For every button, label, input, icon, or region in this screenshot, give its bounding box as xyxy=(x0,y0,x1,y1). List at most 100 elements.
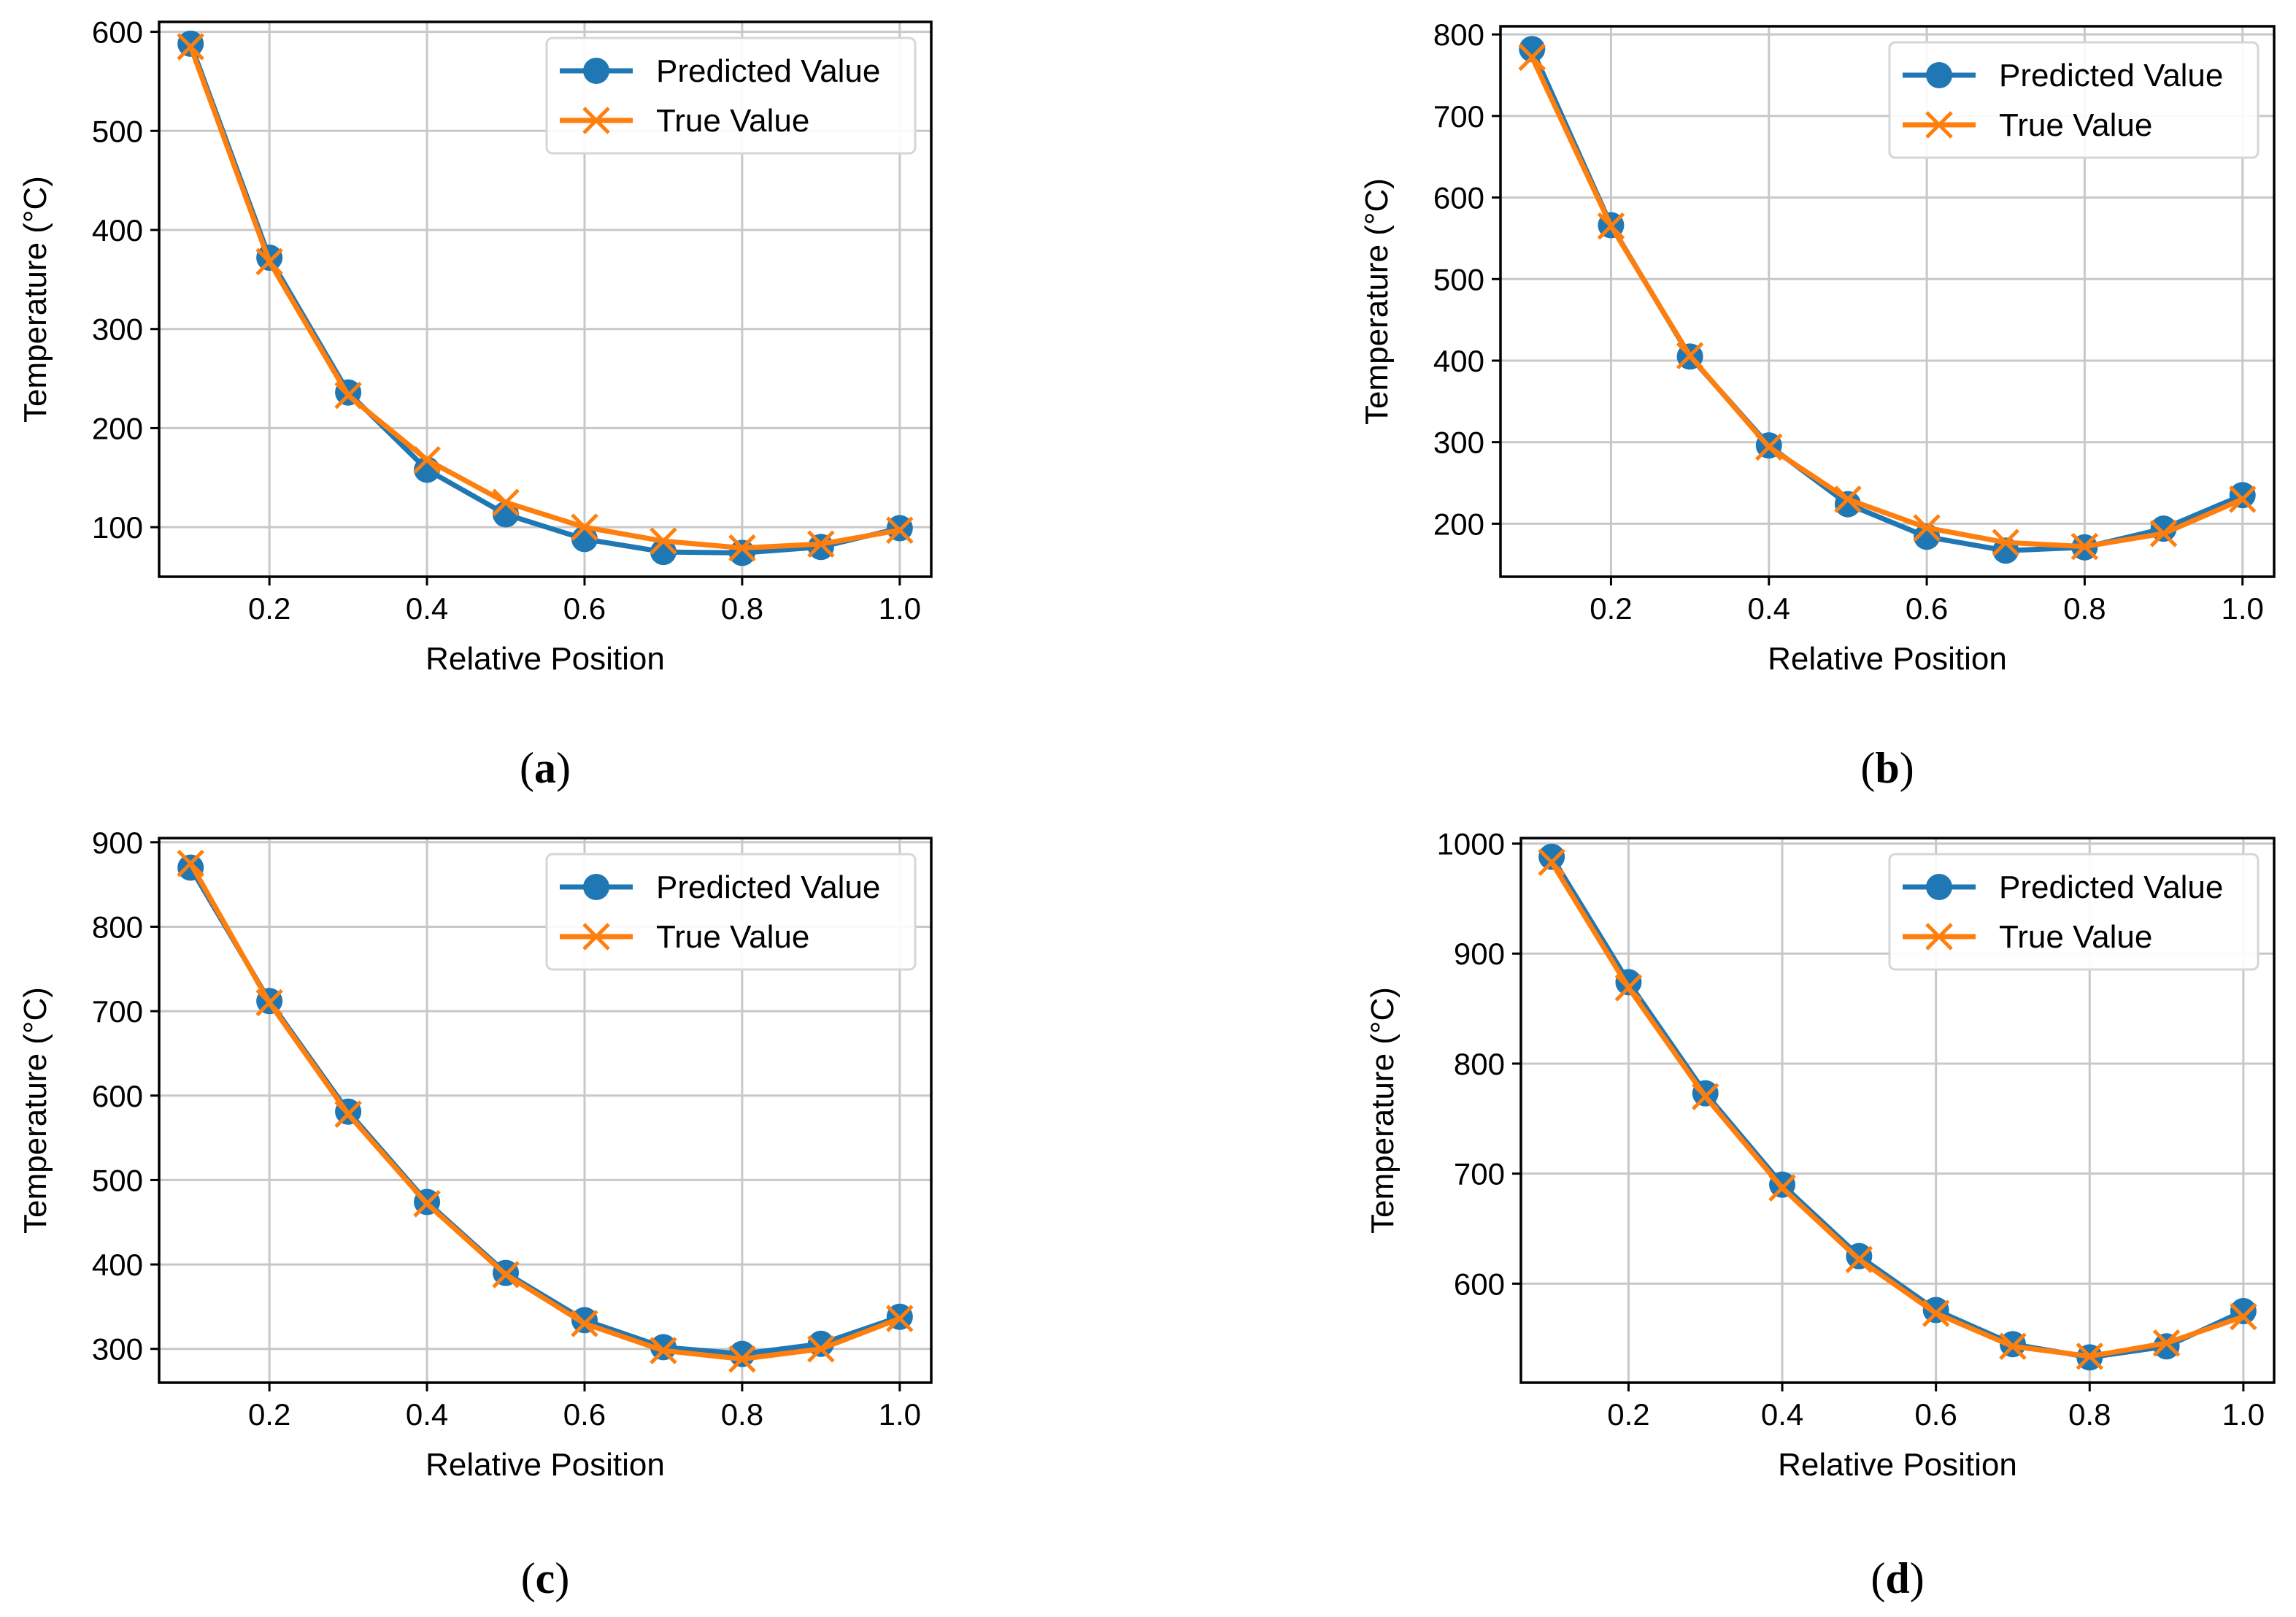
true-point xyxy=(1999,1332,2027,1361)
y-tick-label: 600 xyxy=(92,15,143,50)
x-tick-label: 0.6 xyxy=(1906,591,1948,626)
x-axis-label: Relative Position xyxy=(1768,641,2007,677)
x-tick-label: 0.6 xyxy=(563,1397,606,1432)
true-point xyxy=(2228,485,2257,513)
chart-panel-a: 0.2 0.4 0.6 0.8 1.0 100 200 300 400 500 600 Relativ… xyxy=(18,15,933,792)
panel-label: (c) xyxy=(521,1554,570,1602)
y-tick-label: 700 xyxy=(1454,1157,1505,1191)
y-tick-label: 200 xyxy=(1433,507,1484,541)
panel-label-open-paren: ( xyxy=(521,1554,536,1602)
x-tick-label: 0.2 xyxy=(248,1397,290,1432)
panel-label: (a) xyxy=(520,744,571,792)
legend-label: Predicted Value xyxy=(656,869,880,905)
true-point xyxy=(886,1305,914,1332)
legend-marker-circle xyxy=(583,874,609,900)
y-tick-label: 400 xyxy=(1433,344,1484,378)
panel-label-close-paren: ) xyxy=(556,744,571,792)
predicted-point xyxy=(728,1340,755,1367)
y-tick-label: 400 xyxy=(92,213,143,247)
legend-box xyxy=(545,853,917,971)
y-tick-label: 400 xyxy=(92,1248,143,1282)
true-point xyxy=(2070,532,2099,561)
panel-label-letter: b xyxy=(1875,744,1899,792)
y-tick-label: 600 xyxy=(1433,181,1484,215)
legend-label: True Value xyxy=(1999,107,2152,143)
true-point xyxy=(492,488,520,516)
panel-label-open-paren: ( xyxy=(520,744,534,792)
legend-marker-x xyxy=(1925,923,1953,950)
x-tick-label: 0.4 xyxy=(406,1397,448,1432)
chart-panel-c: 0.2 0.4 0.6 0.8 1.0 300 400 500 600 700 800 900 Rela… xyxy=(18,826,933,1602)
x-tick-label: 0.2 xyxy=(248,591,290,626)
legend-box xyxy=(1888,853,2260,971)
panel-label-open-paren: ( xyxy=(1860,744,1875,792)
axes-frame xyxy=(1499,25,2276,578)
true-point xyxy=(1913,514,1941,542)
true-point xyxy=(1768,1174,1796,1202)
true-point xyxy=(650,527,677,555)
x-tick-label: 1.0 xyxy=(2222,1397,2265,1432)
y-tick-label: 300 xyxy=(92,312,143,347)
y-tick-label: 500 xyxy=(92,1163,143,1197)
true-point xyxy=(2152,1329,2181,1357)
true-point xyxy=(807,530,835,558)
y-tick-label: 800 xyxy=(1433,18,1484,52)
y-tick-label: 900 xyxy=(92,826,143,860)
y-tick-label: 700 xyxy=(1433,99,1484,134)
true-point xyxy=(1597,212,1625,240)
legend-box xyxy=(545,37,917,155)
true-point xyxy=(1754,433,1783,461)
axes-frame xyxy=(158,837,933,1384)
y-tick-label: 200 xyxy=(92,411,143,445)
chart-panel-b: 0.2 0.4 0.6 0.8 1.0 200 300 400 500 600 700 800 Rela… xyxy=(1359,18,2276,792)
x-tick-label: 0.6 xyxy=(563,591,606,626)
true-point xyxy=(2149,520,2178,548)
legend: Predicted Value True Value xyxy=(1888,853,2260,971)
true-point xyxy=(1691,1083,1719,1110)
panel-label-close-paren: ) xyxy=(1900,744,1914,792)
panel-label-close-paren: ) xyxy=(1910,1554,1925,1602)
legend-marker-x xyxy=(1925,111,1953,139)
x-tick-label: 0.8 xyxy=(721,591,763,626)
y-axis-label: Temperature (°C) xyxy=(1359,178,1395,425)
legend-marker-circle xyxy=(583,58,609,84)
true-point xyxy=(413,446,441,474)
true-point xyxy=(334,1100,362,1128)
true-point xyxy=(728,534,756,562)
true-point xyxy=(728,1345,756,1373)
axes-frame xyxy=(1519,837,2276,1384)
true-point xyxy=(2230,1302,2257,1331)
x-tick-label: 0.6 xyxy=(1914,1397,1957,1432)
panel-label: (d) xyxy=(1871,1554,1924,1602)
x-tick-label: 0.4 xyxy=(1748,591,1790,626)
x-tick-label: 0.8 xyxy=(721,1397,763,1432)
x-tick-label: 0.2 xyxy=(1590,591,1632,626)
y-tick-label: 500 xyxy=(92,114,143,148)
legend: Predicted Value True Value xyxy=(545,853,917,971)
panel-label: (b) xyxy=(1860,744,1914,792)
y-tick-label: 1000 xyxy=(1437,827,1505,861)
x-tick-label: 1.0 xyxy=(879,591,921,626)
true-point xyxy=(886,516,914,544)
panel-label-open-paren: ( xyxy=(1871,1554,1885,1602)
true-point xyxy=(571,513,598,541)
true-point xyxy=(492,1261,520,1288)
legend-box xyxy=(1888,41,2260,159)
x-tick-label: 0.4 xyxy=(406,591,448,626)
panel-label-letter: a xyxy=(534,744,556,792)
legend-marker-x xyxy=(582,107,610,134)
legend-label: Predicted Value xyxy=(1999,869,2223,905)
legend-marker-circle xyxy=(1926,874,1952,900)
legend-label: Predicted Value xyxy=(1999,58,2223,93)
true-series-line xyxy=(1530,55,2244,550)
y-axis-label: Temperature (°C) xyxy=(1365,987,1401,1234)
legend: Predicted Value True Value xyxy=(545,37,917,155)
predicted-point xyxy=(1538,843,1565,870)
true-series-line xyxy=(188,861,901,1362)
legend-label: True Value xyxy=(656,919,809,955)
legend-label: True Value xyxy=(1999,919,2152,955)
y-tick-label: 300 xyxy=(1433,426,1484,460)
true-point xyxy=(1992,529,2020,556)
y-tick-label: 600 xyxy=(92,1079,143,1113)
true-point xyxy=(571,1310,598,1337)
